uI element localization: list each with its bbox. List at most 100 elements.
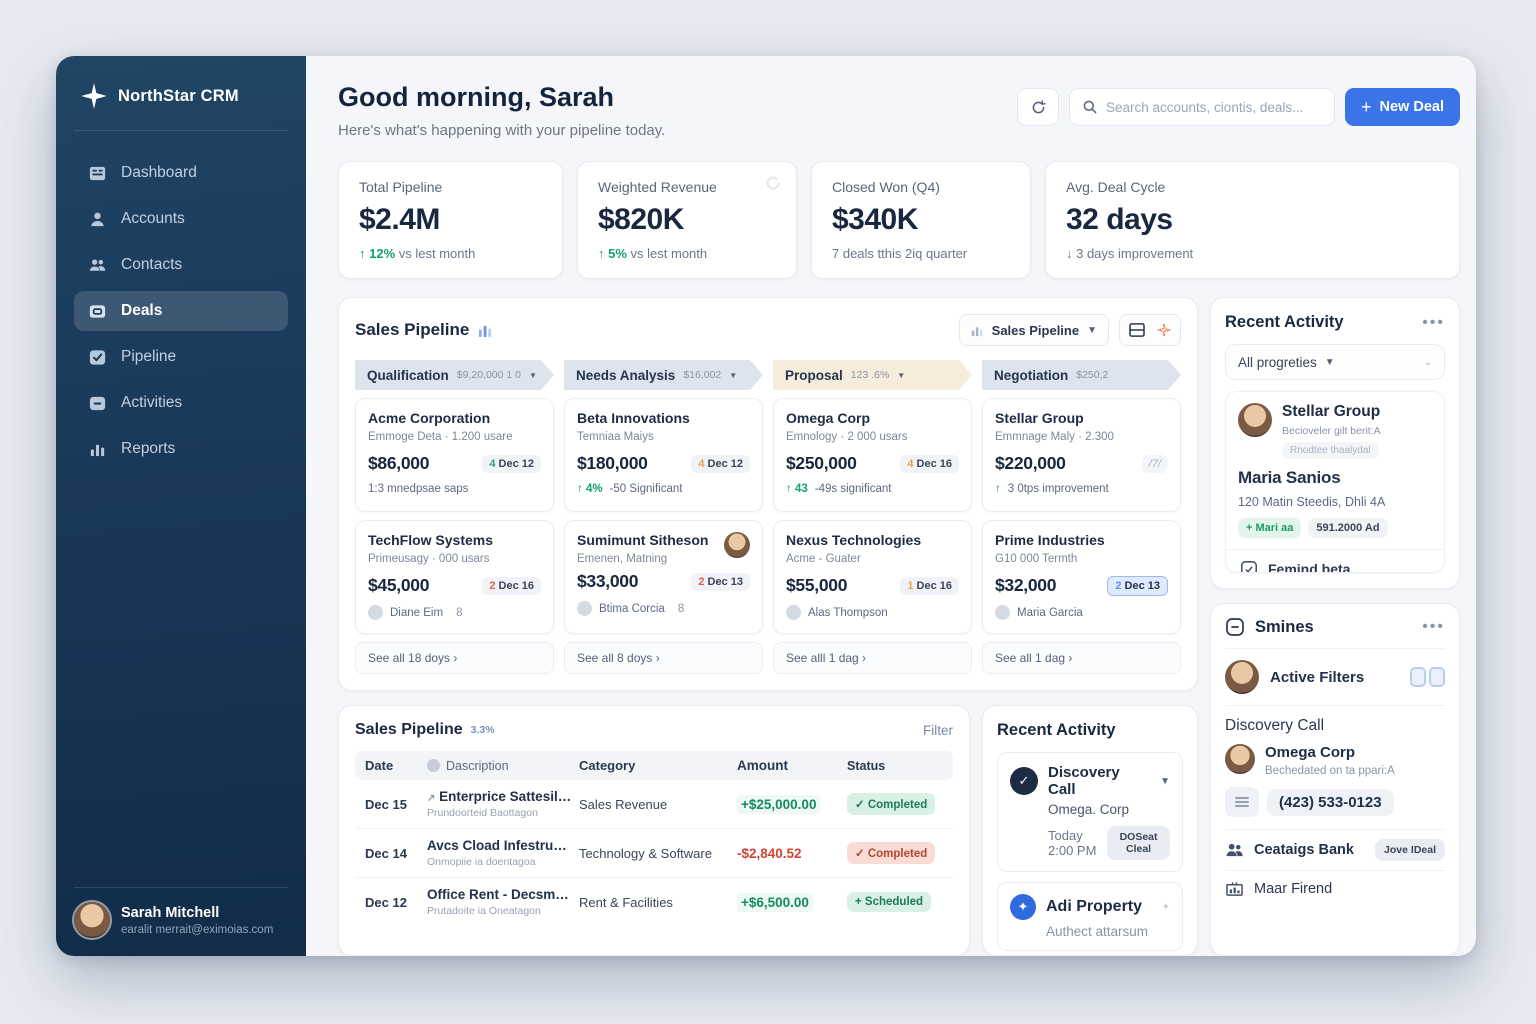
see-all-link[interactable]: See all 8 doys ›	[564, 642, 763, 674]
chevron-down-icon: ▼	[1087, 324, 1097, 336]
more-menu-icon[interactable]: •••	[1422, 313, 1445, 331]
nav-label: Deals	[121, 302, 163, 319]
search-input[interactable]	[1106, 99, 1322, 115]
kpi-label: Closed Won (Q4)	[832, 179, 940, 195]
active-filters-row: Active Filters	[1225, 649, 1445, 706]
chevron-down-icon[interactable]: ▼	[1160, 775, 1170, 787]
bank-action-button[interactable]: Jove IDeal	[1375, 839, 1445, 861]
filters-toggle[interactable]	[1410, 667, 1445, 687]
kpi-note: 7 deals tthis 2iq quarter	[832, 246, 968, 261]
activity-card[interactable]: ✦ Adi Property ✦ Authect attarsum	[997, 882, 1183, 951]
pipeline-title: Sales Pipeline	[355, 320, 493, 340]
northstar-logo-icon	[80, 82, 108, 110]
due-date-badge: 4 Dec 12	[691, 454, 750, 473]
sidebar-item-contacts[interactable]: Contacts	[74, 245, 288, 285]
remind-row[interactable]: Femind beta	[1226, 549, 1444, 572]
due-date-badge: 2 Dec 16	[482, 576, 541, 595]
deal-action-button[interactable]: DOSeat Cleal	[1107, 826, 1170, 860]
activities-icon	[86, 392, 108, 414]
sidebar-nav: Dashboard Accounts Contacts Deals Pipeli…	[74, 153, 288, 469]
deal-card[interactable]: Stellar Group Emmnage Maly · 2.300 $220,…	[982, 398, 1181, 512]
page-title: Good morning, Sarah	[338, 82, 615, 112]
nav-label: Dashboard	[121, 164, 197, 181]
see-all-link[interactable]: See all 1 dag ›	[982, 642, 1181, 674]
section-title: Discovery Call	[1225, 717, 1325, 734]
kanban-column-proposal: Proposal 123 .6% ▼ Omega Corp Emnology ·…	[773, 360, 972, 674]
activity-detail-card[interactable]: Stellar Group Becioveler gilt berit:A Rn…	[1225, 391, 1445, 573]
user-email: earalit merrait@eximoias.com	[121, 923, 274, 936]
table-row[interactable]: Dec 15 ↗ Enterprice Sattesiltaense ... P…	[355, 780, 953, 829]
due-date-badge: /7/	[1141, 454, 1168, 473]
menu-button[interactable]	[1225, 787, 1259, 817]
deal-card[interactable]: Beta Innovations Temniaa Maiys $180,000 …	[564, 398, 763, 512]
user-avatar	[74, 902, 110, 938]
chevron-down-icon: ▼	[529, 370, 537, 380]
search-box	[1069, 88, 1335, 126]
pipeline-view-select[interactable]: Sales Pipeline ▼	[958, 314, 1109, 346]
nav-label: Accounts	[121, 210, 185, 227]
column-header[interactable]: Needs Analysis $16,002 ▼	[564, 360, 763, 390]
filter-link[interactable]: Filter	[923, 722, 953, 738]
star-circle-icon: ✦	[1010, 894, 1036, 920]
nav-label: Pipeline	[121, 348, 177, 365]
bank-row[interactable]: Ceataigs Bank Jove IDeal	[1225, 829, 1445, 870]
sync-icon	[764, 174, 782, 192]
sparkle-icon: ✦	[1161, 901, 1170, 913]
deal-card[interactable]: TechFlow Systems Primeusagy · 000 usars …	[355, 520, 554, 634]
more-menu-icon[interactable]: •••	[1422, 618, 1445, 635]
deal-card[interactable]: Omega Corp Emnology · 2 000 usars $250,0…	[773, 398, 972, 512]
kanban-board: Qualification $9,20,000 1 0 ▼ Acme Corpo…	[355, 360, 1181, 674]
table-row[interactable]: Dec 14 Avcs Cload Infestructure... Onmop…	[355, 829, 953, 878]
bar-chart-icon	[478, 323, 493, 338]
user-icon	[86, 208, 108, 230]
sidebar-item-dashboard[interactable]: Dashboard	[74, 153, 288, 193]
activity-card[interactable]: ✓ Discovery Call ▼ Omega. Corp Today 2:0…	[997, 752, 1183, 872]
status-badge: ✓ Completed	[847, 842, 936, 864]
new-deal-button[interactable]: + New Deal	[1345, 88, 1460, 126]
chevron-down-icon: ⌄	[1423, 356, 1432, 368]
see-all-link[interactable]: See alll 1 dag ›	[773, 642, 972, 674]
phone-number[interactable]: (423) 533-0123	[1267, 788, 1394, 816]
sidebar-user[interactable]: Sarah Mitchell earalit merrait@eximoias.…	[74, 887, 288, 938]
owner-avatar	[368, 605, 383, 620]
new-deal-label: New Deal	[1379, 99, 1444, 115]
info-icon	[427, 758, 440, 772]
column-header[interactable]: Negotiation $250,2	[982, 360, 1181, 390]
kpi-closed-won: Closed Won (Q4) $340K 7 deals tthis 2iq …	[811, 161, 1031, 279]
pipeline-panel: Sales Pipeline Sales Pipeline ▼	[338, 297, 1198, 691]
kpi-label: Total Pipeline	[359, 179, 443, 195]
transactions-panel: Sales Pipeline 3.3% Filter Date Dascript…	[338, 705, 970, 956]
deal-card[interactable]: Prime Industries G10 000 Termth $32,000 …	[982, 520, 1181, 634]
kanban-column-negotiation: Negotiation $250,2 Stellar Group Emmnage…	[982, 360, 1181, 674]
nav-label: Reports	[121, 440, 176, 457]
kpi-value: $340K	[832, 203, 918, 236]
table-row[interactable]: Dec 12 Office Rent - Decsmber Prutadoite…	[355, 878, 953, 926]
sidebar-item-accounts[interactable]: Accounts	[74, 199, 288, 239]
sidebar-item-pipeline[interactable]: Pipeline	[74, 337, 288, 377]
user-name: Sarah Mitchell	[121, 904, 220, 921]
deal-card[interactable]: Nexus Technologies Acme - Guater $55,000…	[773, 520, 972, 634]
smines-panel: Smines ••• Active Filters Discovery Call…	[1210, 603, 1460, 956]
board-view-icon[interactable]	[1129, 323, 1145, 337]
main-content: Good morning, Sarah Here's what's happen…	[306, 56, 1476, 956]
panel-title: Recent Activity	[1225, 313, 1344, 331]
contact-row[interactable]: Omega Corp Bechedated on ta ppari:A	[1225, 744, 1445, 777]
check-circle-icon: ✓	[1010, 767, 1038, 795]
chart-row[interactable]: Maar Firend	[1225, 870, 1445, 906]
greeting-block: Good morning, Sarah Here's what's happen…	[338, 82, 665, 139]
kpi-label: Weighted Revenue	[598, 179, 717, 195]
deal-card[interactable]: Acme Corporation Emmoge Deta · 1.200 usa…	[355, 398, 554, 512]
column-header[interactable]: Proposal 123 .6% ▼	[773, 360, 972, 390]
nav-label: Activities	[121, 394, 183, 411]
sidebar-item-reports[interactable]: Reports	[74, 429, 288, 469]
sparkle-icon[interactable]	[1157, 323, 1171, 337]
contact-address: 120 Matin Steedis, Dhli 4A	[1238, 495, 1386, 509]
deal-card[interactable]: Sumimunt Sitheson Emenen, Matning $33,00…	[564, 520, 763, 634]
sidebar-item-activities[interactable]: Activities	[74, 383, 288, 423]
see-all-link[interactable]: See all 18 doys ›	[355, 642, 554, 674]
sidebar-item-deals[interactable]: Deals	[74, 291, 288, 331]
refresh-button[interactable]	[1017, 88, 1059, 126]
activity-filter-select[interactable]: All progreties ▼ ⌄	[1225, 344, 1445, 380]
select-value: Sales Pipeline	[991, 322, 1080, 338]
column-header[interactable]: Qualification $9,20,000 1 0 ▼	[355, 360, 554, 390]
